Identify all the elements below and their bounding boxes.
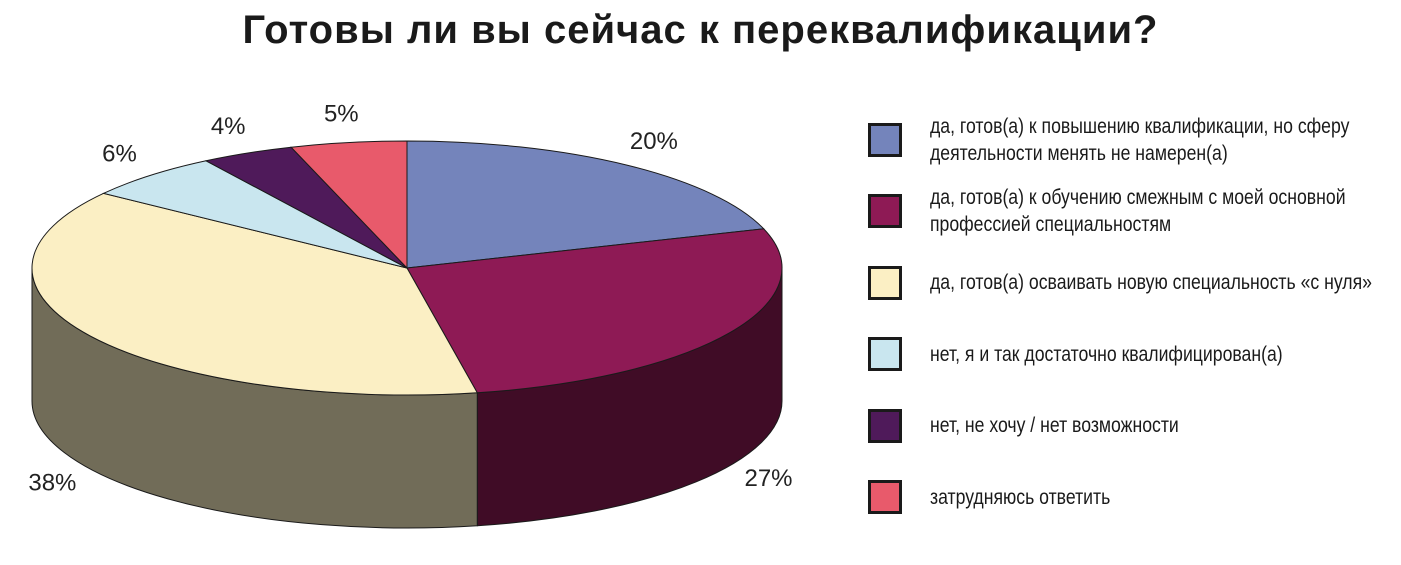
data-label: 4% (211, 113, 246, 140)
data-label: 38% (28, 469, 76, 496)
legend-swatch (868, 337, 902, 372)
legend-item: да, готов(а) к повышению квалификации, н… (868, 104, 1398, 176)
slice (102, 160, 408, 269)
legend-item: нет, не хочу / нет возможности (868, 390, 1398, 462)
legend-label: да, готов(а) к обучению смежным с моей о… (930, 186, 1346, 237)
data-label: 5% (324, 100, 359, 127)
legend-swatch (868, 265, 902, 300)
legend-item: нет, я и так достаточно квалифицирован(а… (868, 319, 1398, 391)
data-label: 6% (102, 140, 137, 167)
legend-item: затрудняюсь ответить (868, 462, 1398, 534)
legend-swatch (868, 480, 902, 515)
slice (290, 140, 408, 270)
legend-label: да, готов(а) осваивать новую специальнос… (930, 271, 1372, 295)
slice (406, 228, 783, 394)
legend-item: да, готов(а) осваивать новую специальнос… (868, 247, 1398, 319)
data-label: 27% (744, 465, 792, 492)
slice (31, 192, 479, 396)
legend-swatch (868, 408, 902, 443)
legend-swatch (868, 194, 902, 229)
legend-label: нет, я и так достаточно квалифицирован(а… (930, 342, 1283, 366)
data-label: 20% (630, 128, 678, 155)
legend-item: да, готов(а) к обучению смежным с моей о… (868, 176, 1398, 248)
legend-swatch (868, 122, 902, 157)
legend-label: затрудняюсь ответить (930, 485, 1111, 509)
legend-label: да, готов(а) к повышению квалификации, н… (930, 114, 1350, 165)
chart-title: Готовы ли вы сейчас к переквалификации? (242, 8, 1159, 52)
slice (406, 140, 765, 269)
legend-label: нет, не хочу / нет возможности (930, 414, 1179, 438)
legend: да, готов(а) к повышению квалификации, н… (868, 104, 1398, 533)
